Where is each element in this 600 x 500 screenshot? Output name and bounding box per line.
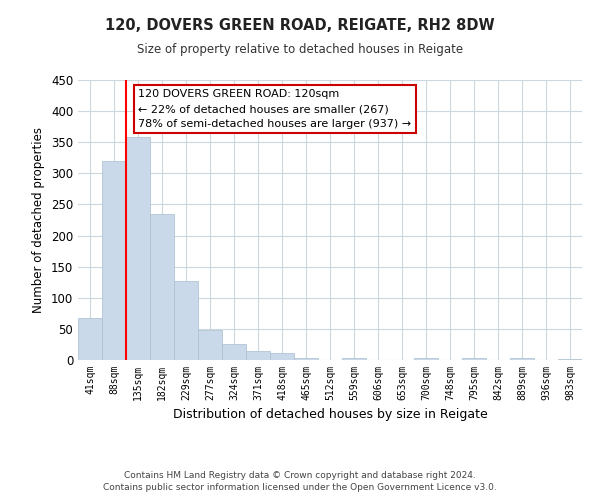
Bar bbox=[414, 358, 438, 360]
Bar bbox=[558, 359, 582, 360]
Text: 120 DOVERS GREEN ROAD: 120sqm
← 22% of detached houses are smaller (267)
78% of : 120 DOVERS GREEN ROAD: 120sqm ← 22% of d… bbox=[138, 90, 411, 129]
X-axis label: Distribution of detached houses by size in Reigate: Distribution of detached houses by size … bbox=[173, 408, 487, 422]
Bar bbox=[294, 358, 318, 360]
Bar bbox=[270, 353, 294, 360]
Bar bbox=[102, 161, 126, 360]
Bar bbox=[510, 358, 534, 360]
Bar bbox=[246, 350, 270, 360]
Bar bbox=[174, 281, 198, 360]
Y-axis label: Number of detached properties: Number of detached properties bbox=[32, 127, 46, 313]
Text: Size of property relative to detached houses in Reigate: Size of property relative to detached ho… bbox=[137, 42, 463, 56]
Text: Contains HM Land Registry data © Crown copyright and database right 2024.: Contains HM Land Registry data © Crown c… bbox=[124, 471, 476, 480]
Text: Contains public sector information licensed under the Open Government Licence v3: Contains public sector information licen… bbox=[103, 484, 497, 492]
Bar bbox=[462, 358, 486, 360]
Bar bbox=[342, 358, 366, 360]
Bar bbox=[78, 318, 102, 360]
Bar bbox=[150, 214, 174, 360]
Bar bbox=[222, 344, 246, 360]
Text: 120, DOVERS GREEN ROAD, REIGATE, RH2 8DW: 120, DOVERS GREEN ROAD, REIGATE, RH2 8DW bbox=[105, 18, 495, 32]
Bar bbox=[198, 330, 222, 360]
Bar bbox=[126, 137, 150, 360]
